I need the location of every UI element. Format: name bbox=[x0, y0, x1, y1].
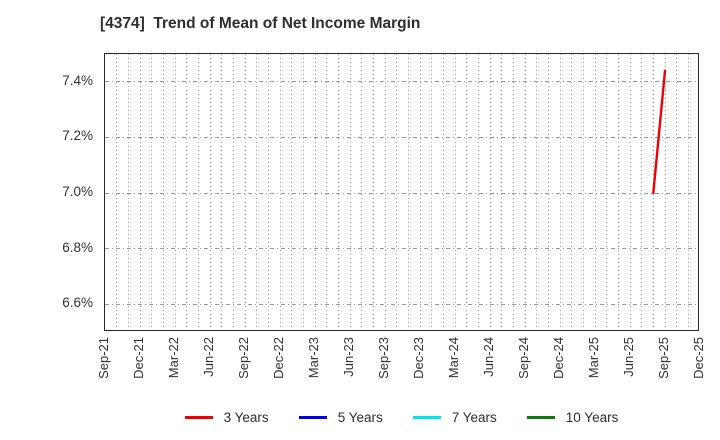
x-axis-tick-label: Mar-25 bbox=[586, 337, 601, 379]
legend-swatch-10-years bbox=[526, 415, 555, 419]
gridline-horizontal bbox=[105, 81, 698, 83]
gridline-vertical bbox=[559, 54, 561, 330]
x-axis-tick-label: Dec-25 bbox=[691, 337, 706, 379]
series-line-3-years bbox=[652, 69, 667, 195]
plot-grid-layer bbox=[105, 54, 698, 330]
gridline-vertical bbox=[512, 54, 514, 330]
plot-area bbox=[104, 53, 699, 331]
gridline-vertical bbox=[594, 54, 596, 330]
gridline-vertical bbox=[384, 54, 386, 330]
gridline-vertical bbox=[676, 54, 678, 330]
gridline-horizontal bbox=[105, 192, 698, 194]
x-axis-tick-label: Jun-25 bbox=[621, 337, 636, 377]
gridline-vertical bbox=[127, 54, 129, 330]
gridline-vertical bbox=[664, 54, 666, 330]
legend-label: 5 Years bbox=[337, 409, 383, 425]
gridline-vertical bbox=[361, 54, 363, 330]
x-axis-tick-label: Mar-22 bbox=[166, 337, 181, 379]
y-axis-tick-label: 7.0% bbox=[62, 184, 93, 199]
y-axis-tick-label: 7.2% bbox=[62, 128, 93, 144]
x-axis-tick-label: Sep-22 bbox=[236, 337, 251, 379]
x-axis-tick-label: Mar-24 bbox=[446, 337, 461, 379]
gridline-vertical bbox=[279, 54, 281, 330]
x-axis-tick-label: Sep-25 bbox=[656, 337, 671, 379]
gridline-vertical bbox=[571, 54, 573, 330]
gridline-vertical bbox=[349, 54, 351, 330]
legend-label: 3 Years bbox=[223, 409, 269, 425]
gridline-vertical bbox=[524, 54, 526, 330]
y-axis-tick-label: 6.6% bbox=[62, 295, 93, 311]
legend-swatch-3-years bbox=[184, 415, 213, 419]
gridline-horizontal bbox=[105, 248, 698, 250]
gridline-vertical bbox=[582, 54, 584, 330]
x-axis-tick-label: Sep-23 bbox=[376, 337, 391, 379]
gridline-vertical bbox=[302, 54, 304, 330]
gridline-vertical bbox=[489, 54, 491, 330]
gridline-vertical bbox=[629, 54, 631, 330]
gridline-vertical bbox=[407, 54, 409, 330]
x-axis-tick-label: Sep-24 bbox=[516, 337, 531, 379]
gridline-vertical bbox=[256, 54, 258, 330]
gridline-vertical bbox=[174, 54, 176, 330]
legend: 3 Years 5 Years 7 Years 10 Years bbox=[104, 405, 699, 429]
gridline-vertical bbox=[267, 54, 269, 330]
x-axis-tick-label: Mar-23 bbox=[306, 337, 321, 379]
gridline-vertical bbox=[139, 54, 141, 330]
gridline-vertical bbox=[501, 54, 503, 330]
legend-swatch-5-years bbox=[298, 415, 327, 419]
gridline-vertical bbox=[186, 54, 188, 330]
gridline-vertical bbox=[162, 54, 164, 330]
gridline-vertical bbox=[232, 54, 234, 330]
gridline-vertical bbox=[617, 54, 619, 330]
x-axis-tick-label: Dec-21 bbox=[131, 337, 146, 379]
gridline-vertical bbox=[197, 54, 199, 330]
x-axis-tick-label: Sep-21 bbox=[96, 337, 111, 379]
gridline-vertical bbox=[431, 54, 433, 330]
gridline-vertical bbox=[151, 54, 153, 330]
x-axis-tick-label: Jun-23 bbox=[341, 337, 356, 377]
legend-swatch-7-years bbox=[412, 415, 441, 419]
gridline-vertical bbox=[337, 54, 339, 330]
gridline-vertical bbox=[536, 54, 538, 330]
gridline-vertical bbox=[547, 54, 549, 330]
x-axis-tick-label: Jun-24 bbox=[481, 337, 496, 377]
gridline-vertical bbox=[466, 54, 468, 330]
gridline-vertical bbox=[606, 54, 608, 330]
gridline-vertical bbox=[641, 54, 643, 330]
gridline-vertical bbox=[419, 54, 421, 330]
gridline-vertical bbox=[291, 54, 293, 330]
gridline-vertical bbox=[396, 54, 398, 330]
legend-label: 10 Years bbox=[565, 409, 619, 425]
gridline-vertical bbox=[454, 54, 456, 330]
gridline-vertical bbox=[244, 54, 246, 330]
gridline-vertical bbox=[326, 54, 328, 330]
x-axis-tick-label: Jun-22 bbox=[201, 337, 216, 377]
gridline-horizontal bbox=[105, 136, 698, 138]
gridline-vertical bbox=[372, 54, 374, 330]
legend-item-3-years: 3 Years bbox=[184, 409, 269, 425]
gridline-vertical bbox=[116, 54, 118, 330]
y-axis-tick-label: 7.4% bbox=[62, 72, 93, 88]
series-layer bbox=[652, 69, 667, 195]
y-axis-tick-label: 6.8% bbox=[62, 239, 93, 255]
legend-label: 7 Years bbox=[451, 409, 497, 425]
gridline-vertical bbox=[477, 54, 479, 330]
gridline-vertical bbox=[221, 54, 223, 330]
gridline-vertical bbox=[442, 54, 444, 330]
legend-item-10-years: 10 Years bbox=[526, 409, 619, 425]
gridline-vertical bbox=[314, 54, 316, 330]
legend-item-7-years: 7 Years bbox=[412, 409, 497, 425]
legend-item-5-years: 5 Years bbox=[298, 409, 383, 425]
gridline-vertical bbox=[687, 54, 689, 330]
gridline-horizontal bbox=[105, 303, 698, 305]
chart-title: [4374] Trend of Mean of Net Income Margi… bbox=[100, 15, 421, 32]
x-axis-tick-label: Dec-23 bbox=[411, 337, 426, 379]
x-axis-tick-label: Dec-22 bbox=[271, 337, 286, 379]
x-axis-tick-label: Dec-24 bbox=[551, 337, 566, 379]
gridline-vertical bbox=[209, 54, 211, 330]
